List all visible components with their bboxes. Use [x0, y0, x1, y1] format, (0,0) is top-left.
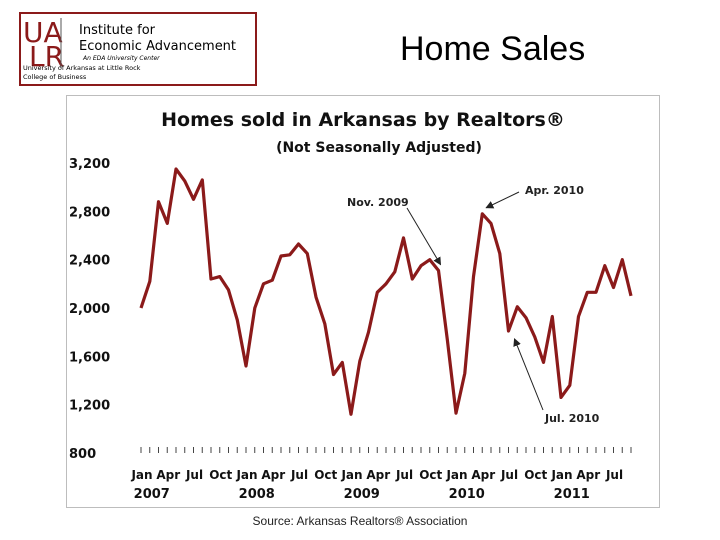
annotations: Nov. 2009 Apr. 2010 Jul. 2010 [347, 184, 600, 425]
logo-graphic: UA LR Institute for Economic Advancement… [23, 16, 236, 81]
year-label: 2011 [554, 487, 590, 502]
logo-line2: Economic Advancement [79, 39, 236, 54]
year-label: 2007 [134, 487, 170, 502]
x-tick-label: Oct [314, 468, 337, 482]
y-tick-label: 1,200 [69, 399, 110, 414]
x-tick-label: Jul [395, 468, 413, 482]
x-tick-label: Jan [445, 468, 467, 482]
logo-letters-top: UA [23, 16, 63, 49]
x-tick-label: Oct [209, 468, 232, 482]
y-tick-label: 800 [69, 447, 96, 462]
annotation-label: Jul. 2010 [544, 412, 600, 425]
x-tick-label: Jul [290, 468, 308, 482]
annotation-label: Nov. 2009 [347, 196, 409, 209]
chart-frame: Homes sold in Arkansas by Realtors® (Not… [66, 95, 660, 508]
annotation-label: Apr. 2010 [525, 184, 584, 197]
x-tick-label: Jan [235, 468, 257, 482]
x-axis: Jan Apr Jul Oct Jan Apr Jul Oct Jan Apr Jul Oct Jan A… [130, 447, 632, 502]
x-tick-label: Jan [340, 468, 362, 482]
chart-subtitle: (Not Seasonally Adjusted) [276, 140, 482, 156]
x-tick-label: Apr [366, 468, 390, 482]
series-group [139, 167, 633, 416]
logo-college: College of Business [23, 73, 87, 81]
source-note: Source: Arkansas Realtors® Association [252, 514, 468, 528]
y-tick-label: 2,800 [69, 205, 110, 220]
logo-line1: Institute for [79, 23, 156, 38]
year-label: 2010 [449, 487, 485, 502]
x-tick-label: Apr [156, 468, 180, 482]
x-tick-label: Jan [550, 468, 572, 482]
annotation-arrow [406, 207, 442, 266]
logo-university: University of Arkansas at Little Rock [23, 64, 141, 72]
y-tick-label: 1,600 [69, 350, 110, 365]
x-tick-label: Apr [471, 468, 495, 482]
series-line [139, 167, 633, 416]
x-tick-label: Jul [185, 468, 203, 482]
x-tick-label: Oct [419, 468, 442, 482]
logo-letters-bottom: LR [29, 40, 64, 73]
y-tick-label: 3,200 [69, 157, 110, 172]
annotation-arrow [485, 191, 520, 209]
y-tick-label: 2,000 [69, 302, 110, 317]
line-chart: Homes sold in Arkansas by Realtors® (Not… [69, 109, 633, 502]
x-tick-label: Oct [524, 468, 547, 482]
x-tick-label: Apr [261, 468, 285, 482]
y-tick-label: 2,400 [69, 254, 110, 269]
x-tick-label: Apr [576, 468, 600, 482]
annotation-arrow [513, 338, 544, 411]
ualr-logo: UA LR Institute for Economic Advancement… [19, 12, 257, 86]
year-label: 2008 [239, 487, 275, 502]
logo-tagline: An EDA University Center [82, 55, 160, 62]
x-tick-label: Jan [130, 468, 152, 482]
year-label: 2009 [344, 487, 380, 502]
x-tick-label: Jul [605, 468, 623, 482]
chart-title: Homes sold in Arkansas by Realtors® [161, 109, 565, 131]
y-axis: 3,200 2,800 2,400 2,000 1,600 1,200 800 [69, 157, 110, 462]
x-tick-label: Jul [500, 468, 518, 482]
page-title: Home Sales [400, 30, 586, 68]
